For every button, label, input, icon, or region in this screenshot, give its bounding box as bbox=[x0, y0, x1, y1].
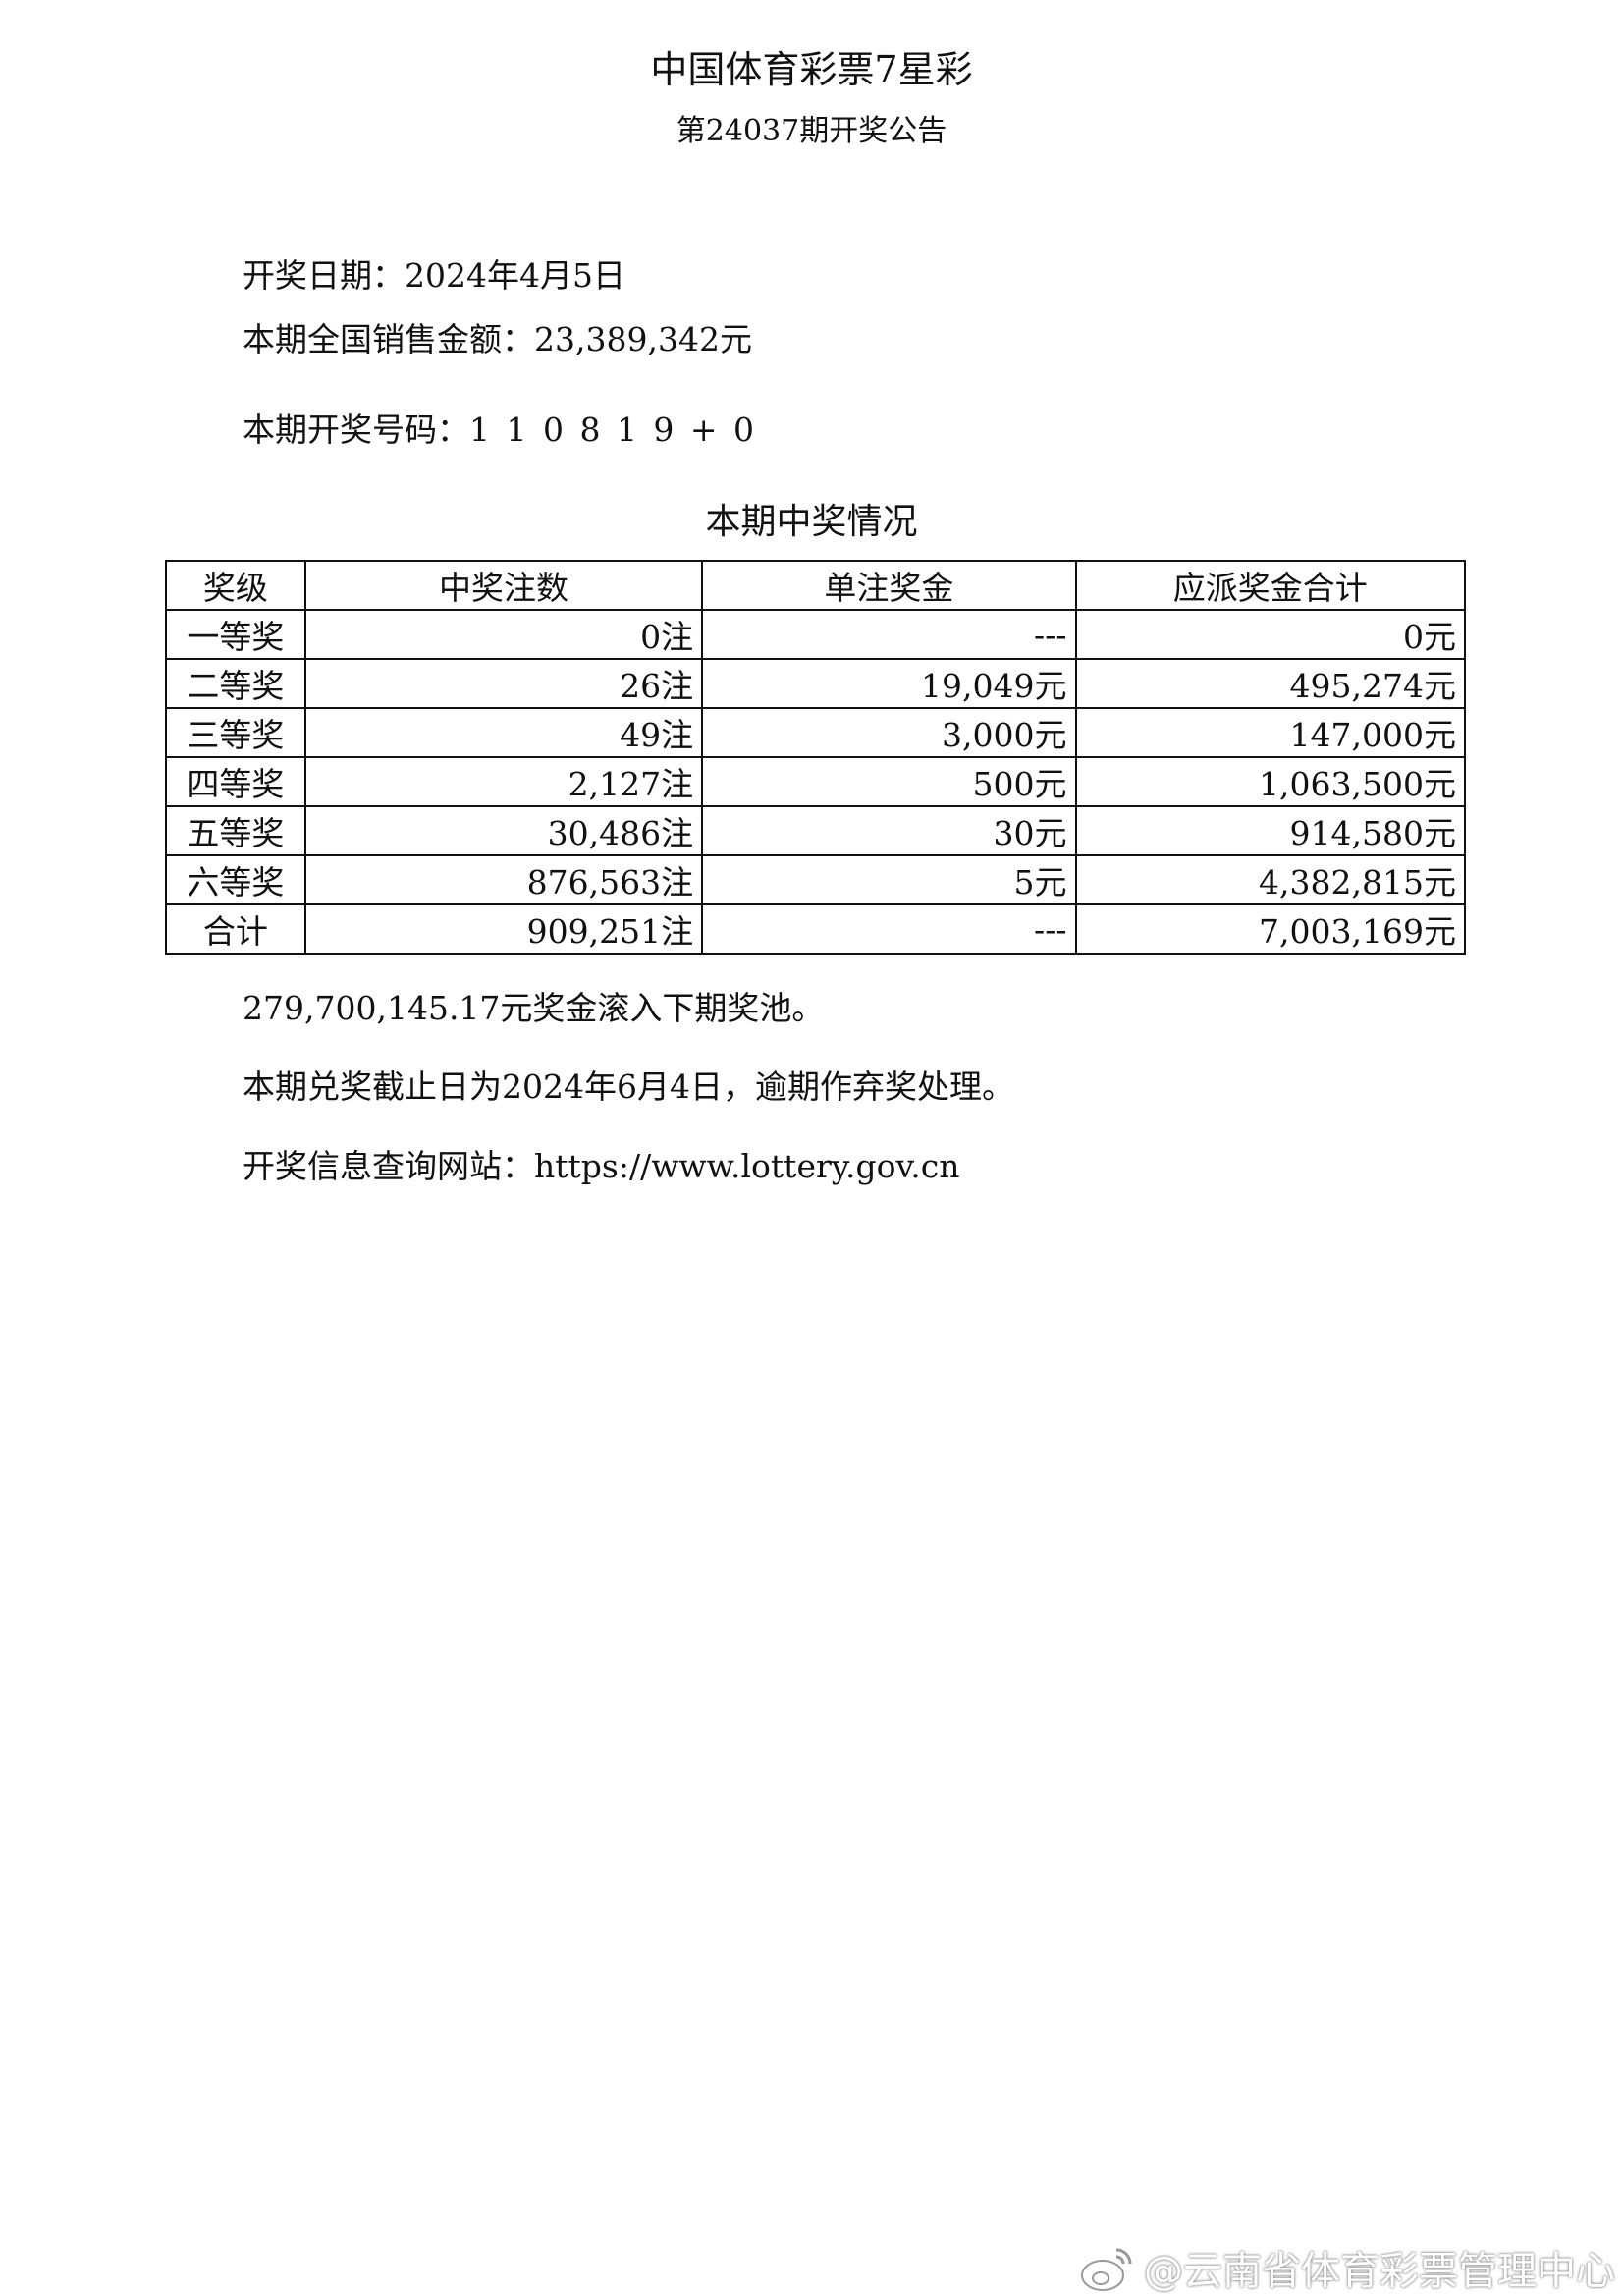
cell-level: 二等奖 bbox=[165, 658, 306, 709]
header-total: 应派奖金合计 bbox=[1074, 560, 1466, 611]
cell-level: 合计 bbox=[165, 903, 306, 955]
cell-total: 1,063,500元 bbox=[1074, 756, 1466, 807]
header-winners: 中奖注数 bbox=[303, 560, 704, 611]
header-level: 奖级 bbox=[165, 560, 306, 611]
cell-prize: 30元 bbox=[701, 805, 1077, 856]
cell-prize: 5元 bbox=[701, 854, 1077, 905]
section-title: 本期中奖情况 bbox=[705, 502, 918, 542]
cell-total: 914,580元 bbox=[1074, 805, 1466, 856]
watermark: @云南省体育彩票管理中心 bbox=[1079, 2239, 1615, 2296]
draw-date: 开奖日期：2024年4月5日 bbox=[243, 256, 625, 295]
cell-winners: 0注 bbox=[303, 609, 704, 660]
cell-total: 7,003,169元 bbox=[1074, 903, 1466, 955]
cell-total: 495,274元 bbox=[1074, 658, 1466, 709]
table-header-row: 奖级 中奖注数 单注奖金 应派奖金合计 bbox=[165, 560, 1466, 611]
weibo-icon bbox=[1081, 2248, 1132, 2291]
winning-numbers: 本期开奖号码：1 1 0 8 1 9 + 0 bbox=[243, 410, 755, 449]
cell-prize: 500元 bbox=[701, 756, 1077, 807]
cell-level: 五等奖 bbox=[165, 805, 306, 856]
document-subtitle: 第24037期开奖公告 bbox=[676, 114, 947, 148]
cell-level: 一等奖 bbox=[165, 609, 306, 660]
table-row: 三等奖 49注 3,000元 147,000元 bbox=[165, 707, 1466, 758]
cell-winners: 49注 bbox=[303, 707, 704, 758]
cell-winners: 2,127注 bbox=[303, 756, 704, 807]
table-row: 二等奖 26注 19,049元 495,274元 bbox=[165, 658, 1466, 709]
cell-level: 四等奖 bbox=[165, 756, 306, 807]
website-note: 开奖信息查询网站：https://www.lottery.gov.cn bbox=[243, 1147, 960, 1185]
cell-winners: 909,251注 bbox=[303, 903, 704, 955]
deadline-note: 本期兑奖截止日为2024年6月4日，逾期作弃奖处理。 bbox=[243, 1067, 1014, 1106]
table-row: 四等奖 2,127注 500元 1,063,500元 bbox=[165, 756, 1466, 807]
table-row: 五等奖 30,486注 30元 914,580元 bbox=[165, 805, 1466, 856]
cell-prize: --- bbox=[701, 609, 1077, 660]
cell-winners: 26注 bbox=[303, 658, 704, 709]
watermark-text: @云南省体育彩票管理中心 bbox=[1144, 2249, 1615, 2294]
cell-level: 三等奖 bbox=[165, 707, 306, 758]
document-title: 中国体育彩票7星彩 bbox=[650, 48, 973, 91]
table-row: 六等奖 876,563注 5元 4,382,815元 bbox=[165, 854, 1466, 905]
prize-table: 奖级 中奖注数 单注奖金 应派奖金合计 一等奖 0注 --- 0元 二等奖 26注 19,0… bbox=[165, 560, 1466, 955]
table-row: 一等奖 0注 --- 0元 bbox=[165, 609, 1466, 660]
cell-winners: 876,563注 bbox=[303, 854, 704, 905]
table-row: 合计 909,251注 --- 7,003,169元 bbox=[165, 903, 1466, 955]
cell-prize: --- bbox=[701, 903, 1077, 955]
cell-prize: 3,000元 bbox=[701, 707, 1077, 758]
header-prize: 单注奖金 bbox=[701, 560, 1077, 611]
cell-winners: 30,486注 bbox=[303, 805, 704, 856]
rollover-note: 279,700,145.17元奖金滚入下期奖池。 bbox=[243, 989, 825, 1027]
cell-total: 0元 bbox=[1074, 609, 1466, 660]
cell-prize: 19,049元 bbox=[701, 658, 1077, 709]
cell-level: 六等奖 bbox=[165, 854, 306, 905]
cell-total: 147,000元 bbox=[1074, 707, 1466, 758]
cell-total: 4,382,815元 bbox=[1074, 854, 1466, 905]
sales-amount: 本期全国销售金额：23,389,342元 bbox=[243, 320, 752, 358]
